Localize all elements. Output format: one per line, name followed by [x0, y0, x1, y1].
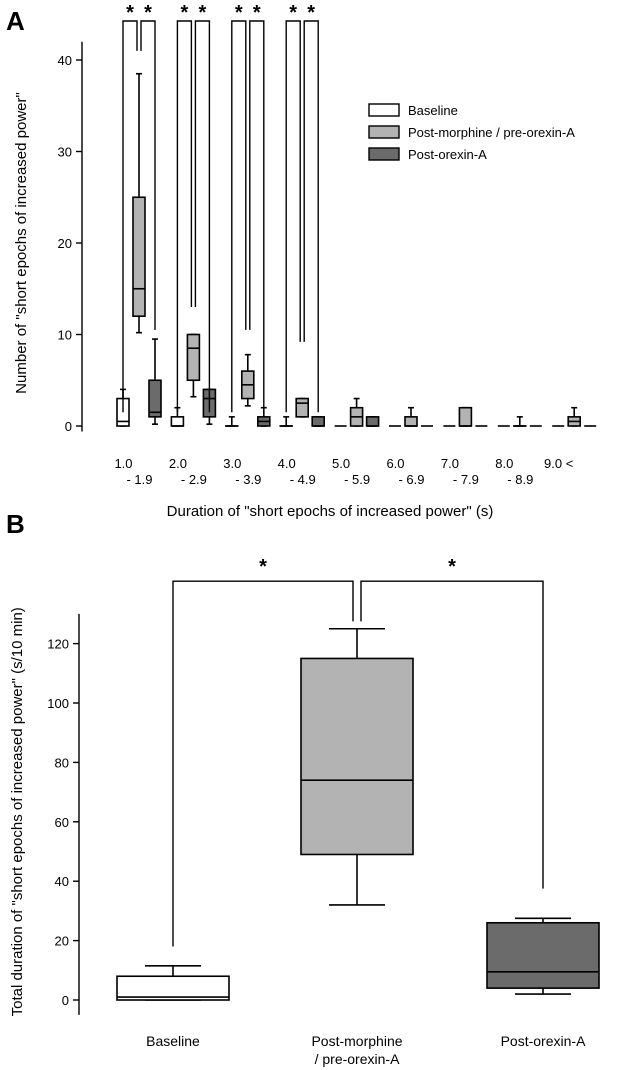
legend: Baseline Post-morphine / pre-orexin-A Post…	[368, 103, 575, 162]
chart-b: 0 20 40 60 80 100 120 Total duration of "short …	[9, 556, 600, 1067]
x-category-label-line2: / pre-orexin-A	[315, 1051, 400, 1067]
x-category-label: Post-orexin-A	[501, 1033, 586, 1049]
y-tick-label: 10	[58, 328, 72, 343]
y-axis-title: Number of "short epochs of increased pow…	[13, 92, 30, 394]
box-post-morphine	[567, 406, 582, 427]
box-post-orexin-box	[486, 921, 600, 989]
chart-a: 0 10 20 30 40 Number of "short epochs of incr…	[13, 2, 597, 520]
x-category-label: 6.0	[386, 456, 404, 471]
significance-star: *	[199, 2, 207, 24]
x-category-label: 9.0 <	[544, 456, 573, 471]
significance-star: *	[126, 2, 134, 24]
significance-star: *	[181, 2, 189, 24]
box-post-morphine-box	[186, 333, 201, 382]
legend-swatch	[368, 147, 400, 161]
box-baseline	[225, 416, 239, 427]
y-axis-title: Total duration of "short epochs of incre…	[9, 607, 26, 1016]
x-category-label: 8.0	[495, 456, 513, 471]
y-tick-label: 120	[47, 637, 69, 652]
box-post-morphine	[349, 397, 364, 427]
legend-swatch	[368, 125, 400, 139]
significance-bracket	[140, 20, 156, 330]
box-post-orexin-box	[365, 416, 380, 427]
y-tick-label: 20	[55, 934, 69, 949]
box-post-morphine-box	[132, 196, 146, 317]
y-tick-label: 40	[55, 874, 69, 889]
significance-bracket	[360, 580, 544, 889]
significance-star: *	[289, 2, 297, 24]
x-category-label-range: - 8.9	[507, 472, 533, 487]
panel-a-label: A	[6, 6, 25, 36]
x-category-label: Post-morphine	[311, 1033, 402, 1049]
box-post-orexin-box	[311, 416, 326, 427]
y-tick-label: 30	[58, 145, 72, 160]
significance-bracket	[122, 20, 138, 413]
significance-star: *	[253, 2, 261, 24]
box-post-morphine	[241, 353, 255, 407]
significance-star: *	[448, 556, 456, 578]
box-post-morphine-box	[404, 416, 418, 427]
y-tick-label: 100	[47, 696, 69, 711]
box-baseline-box	[116, 975, 230, 1001]
significance-star: *	[307, 2, 315, 24]
significance-star: *	[259, 556, 267, 578]
box-post-morphine-box	[458, 406, 473, 427]
box-baseline	[116, 965, 230, 1001]
x-category-label: 3.0	[223, 456, 241, 471]
box-baseline	[170, 406, 185, 427]
x-category-label-range: - 7.9	[453, 472, 479, 487]
box-post-morphine	[512, 416, 527, 427]
box-post-morphine-box	[295, 397, 310, 418]
x-category-label-range: - 3.9	[235, 472, 261, 487]
x-category-label: 7.0	[441, 456, 459, 471]
significance-star: *	[235, 2, 243, 24]
x-category-label-range: - 2.9	[181, 472, 207, 487]
significance-bracket	[303, 20, 319, 413]
panel-b-label: B	[6, 509, 25, 539]
significance-star: *	[144, 2, 152, 24]
x-category-label-range: - 6.9	[398, 472, 424, 487]
x-category-label: 1.0	[114, 456, 132, 471]
box-baseline	[279, 416, 294, 427]
box-post-morphine	[404, 406, 418, 427]
significance-bracket	[231, 20, 247, 413]
y-tick-label: 20	[58, 236, 72, 251]
y-tick-label: 0	[65, 419, 72, 434]
y-tick-label: 60	[55, 815, 69, 830]
y-tick-label: 0	[62, 993, 69, 1008]
significance-bracket	[285, 20, 301, 413]
y-tick-label: 40	[58, 53, 72, 68]
box-post-morphine	[458, 406, 473, 427]
box-post-orexin	[148, 338, 162, 425]
legend-entry: Post-morphine / pre-orexin-A	[408, 125, 575, 140]
significance-bracket	[194, 20, 211, 413]
significance-bracket	[172, 580, 354, 947]
x-category-label: 5.0	[332, 456, 350, 471]
y-tick-label: 80	[55, 755, 69, 770]
box-post-orexin	[311, 416, 326, 427]
x-category-label: 4.0	[278, 456, 296, 471]
x-category-label: 2.0	[169, 456, 187, 471]
box-post-morphine	[186, 333, 201, 398]
x-category-label-range: - 4.9	[290, 472, 316, 487]
box-post-morphine	[300, 627, 414, 906]
box-baseline-box	[170, 416, 185, 427]
legend-entry: Baseline	[408, 103, 458, 118]
box-post-orexin	[365, 416, 380, 427]
box-post-orexin-box	[148, 379, 162, 418]
legend-swatch	[368, 103, 400, 117]
box-post-orexin	[486, 917, 600, 995]
legend-entry: Post-orexin-A	[408, 147, 487, 162]
box-post-morphine-box	[300, 657, 414, 856]
box-post-morphine	[132, 72, 146, 334]
box-post-morphine	[295, 397, 310, 418]
significance-bracket	[249, 20, 265, 413]
x-category-label-range: - 1.9	[126, 472, 152, 487]
x-category-label: Baseline	[146, 1033, 200, 1049]
x-category-label-range: - 5.9	[344, 472, 370, 487]
significance-bracket	[176, 20, 193, 413]
x-axis-title: Duration of "short epochs of increased p…	[167, 503, 494, 520]
